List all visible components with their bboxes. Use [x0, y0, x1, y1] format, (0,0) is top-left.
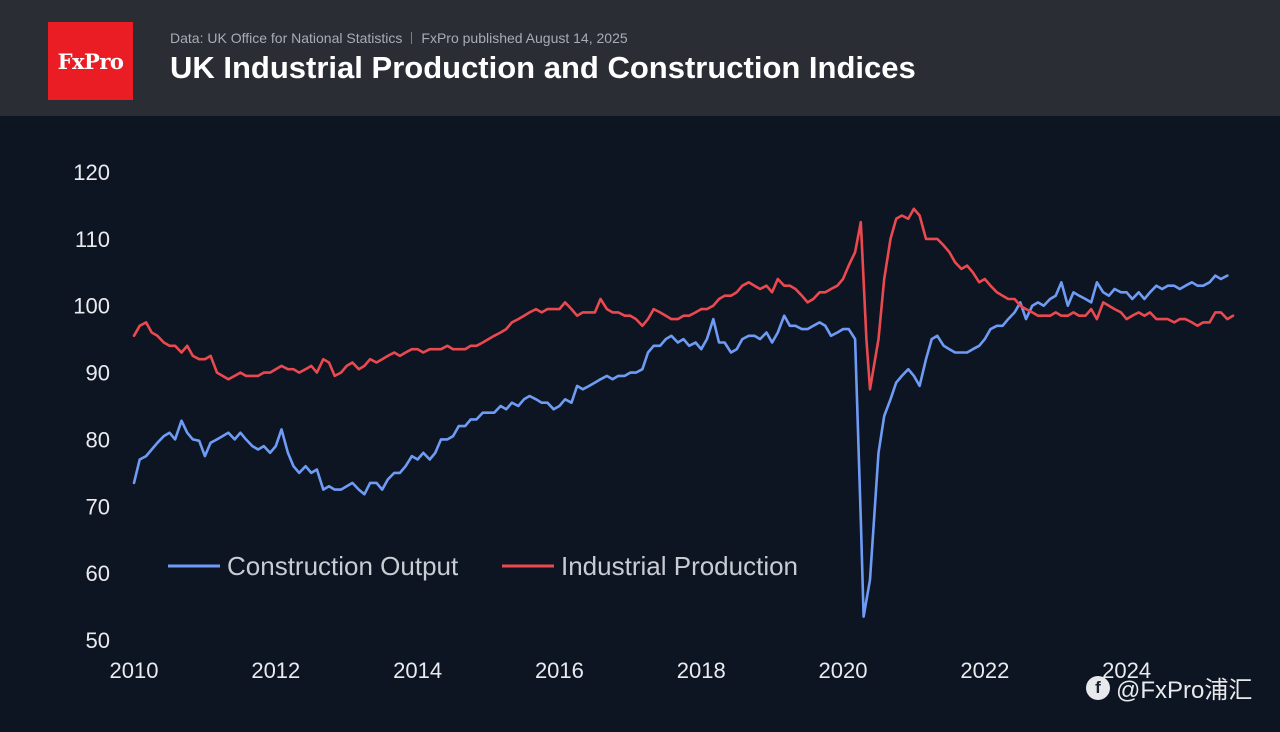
source-line: Data: UK Office for National Statistics …: [170, 30, 628, 46]
legend-label: Industrial Production: [561, 551, 798, 581]
data-source: Data: UK Office for National Statistics: [170, 30, 403, 46]
chart-title: UK Industrial Production and Constructio…: [170, 50, 916, 85]
y-tick-label: 100: [73, 294, 110, 319]
y-tick-label: 60: [86, 561, 110, 586]
series-line-construction-output: [132, 274, 1229, 618]
x-tick-label: 2022: [960, 658, 1009, 683]
legend: Construction Output Industrial Production: [168, 551, 798, 581]
y-tick-label: 120: [73, 160, 110, 185]
y-axis: 50 60 70 80 90 100 110 120: [73, 160, 110, 653]
x-tick-label: 2012: [251, 658, 300, 683]
y-tick-label: 50: [86, 628, 110, 653]
legend-label: Construction Output: [227, 551, 459, 581]
separator: [411, 32, 413, 44]
x-tick-label: 2024: [1102, 658, 1151, 683]
published-note: FxPro published August 14, 2025: [421, 30, 628, 46]
y-tick-label: 90: [86, 361, 110, 386]
y-tick-label: 80: [86, 427, 110, 452]
header-bar: FxPro Data: UK Office for National Stati…: [0, 0, 1280, 116]
watermark: f @FxPro浦汇: [1086, 670, 1252, 705]
fxpro-logo: FxPro: [48, 22, 133, 100]
x-tick-label: 2014: [393, 658, 442, 683]
watermark-text: @FxPro浦汇: [1116, 677, 1253, 704]
x-tick-label: 2020: [819, 658, 868, 683]
y-tick-label: 70: [86, 494, 110, 519]
x-tick-label: 2010: [110, 658, 159, 683]
series-line-industrial-production: [132, 207, 1235, 391]
x-axis: 2010 2012 2014 2016 2018 2020 2022 2024: [110, 658, 1152, 683]
series-lines: [132, 207, 1235, 618]
chart-area: 50 60 70 80 90 100 110 120 2010 2012 2014 2016 2018…: [73, 160, 1235, 683]
x-tick-label: 2016: [535, 658, 584, 683]
x-tick-label: 2018: [677, 658, 726, 683]
social-logo-icon: f: [1086, 675, 1110, 700]
y-tick-label: 110: [75, 227, 110, 252]
